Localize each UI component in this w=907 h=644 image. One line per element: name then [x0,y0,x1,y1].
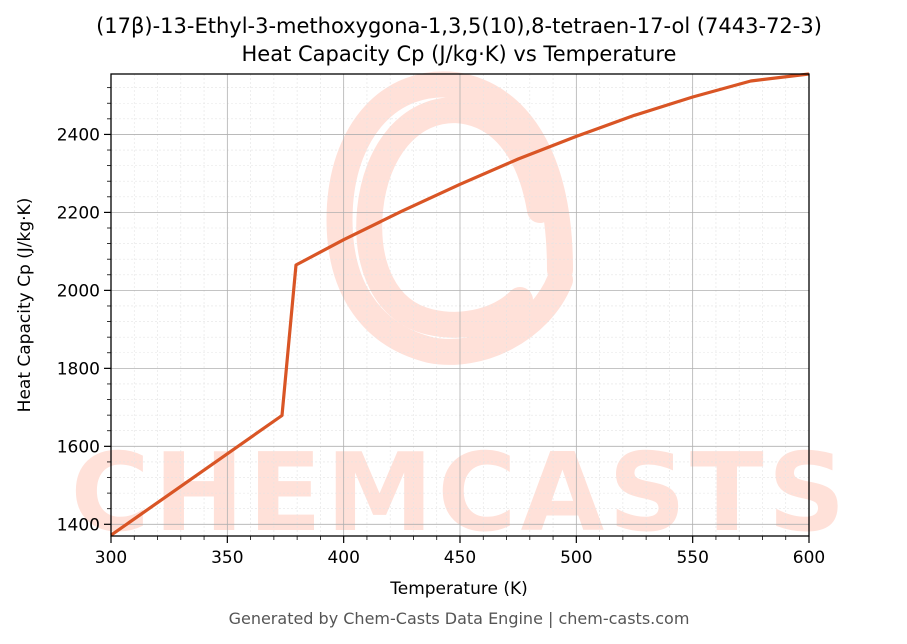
y-axis-ticks: 1400 1600 1800 2000 2200 2400 [57,87,111,535]
watermark: CHEMCASTS [71,71,850,556]
x-tick-label: 450 [444,548,476,568]
watermark-logo-swirl [326,71,573,365]
y-tick-label: 1400 [57,515,100,535]
y-tick-label: 2200 [57,203,100,223]
x-tick-label: 300 [95,548,127,568]
x-tick-label: 350 [211,548,243,568]
chart-title-line2: Heat Capacity Cp (J/kg·K) vs Temperature [242,42,677,66]
y-tick-label: 2000 [57,281,100,301]
chart-title-line1: (17β)-13-Ethyl-3-methoxygona-1,3,5(10),8… [96,14,822,38]
y-tick-label: 1800 [57,359,100,379]
x-tick-label: 500 [560,548,592,568]
x-tick-label: 400 [327,548,359,568]
x-tick-label: 600 [793,548,825,568]
x-axis-label: Temperature (K) [389,579,528,599]
footer-credit: Generated by Chem-Casts Data Engine | ch… [229,609,690,628]
x-axis-ticks: 300 350 400 450 500 550 600 [95,536,825,568]
watermark-text: CHEMCASTS [71,431,850,556]
y-tick-label: 2400 [57,125,100,145]
x-tick-label: 550 [676,548,708,568]
major-gridlines [111,74,809,536]
y-tick-label: 1600 [57,437,100,457]
y-axis-label: Heat Capacity Cp (J/kg·K) [15,198,35,413]
series-line-heat-capacity [110,72,810,537]
